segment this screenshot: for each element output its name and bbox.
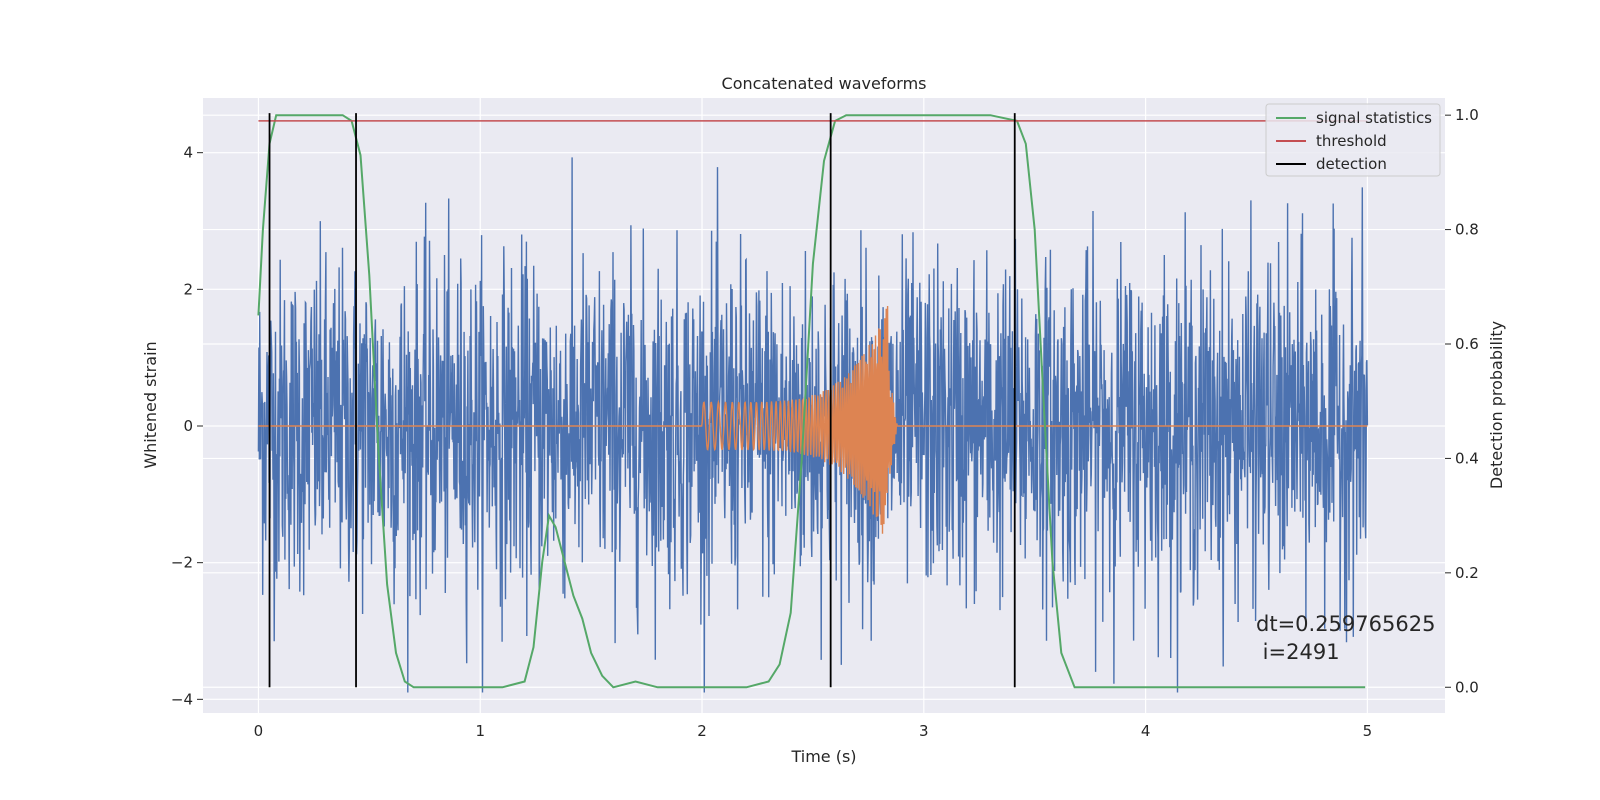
legend: signal statistics threshold detection bbox=[1265, 103, 1441, 177]
right-tick-labels: 0.0 0.2 0.4 0.6 0.8 1.0 bbox=[1445, 106, 1479, 696]
y2-tick-label: 0.4 bbox=[1455, 449, 1479, 467]
y-tick-label: −2 bbox=[171, 554, 193, 572]
plot-area bbox=[257, 113, 1369, 693]
y-tick-label: −4 bbox=[171, 690, 193, 708]
y2-tick-label: 0.8 bbox=[1455, 221, 1479, 239]
y2-tick-label: 0.0 bbox=[1455, 678, 1479, 696]
legend-box bbox=[1265, 103, 1441, 177]
y2-tick-label: 1.0 bbox=[1455, 106, 1479, 124]
x-tick-label: 2 bbox=[697, 722, 707, 740]
legend-label: detection bbox=[1316, 155, 1387, 173]
injection-chirp-series bbox=[258, 305, 1368, 534]
y2-tick-label: 0.6 bbox=[1455, 335, 1479, 353]
chart-title: Concatenated waveforms bbox=[722, 74, 927, 93]
x-tick-label: 0 bbox=[254, 722, 264, 740]
y-tick-label: 0 bbox=[183, 417, 193, 435]
left-tick-labels: −4 −2 0 2 4 bbox=[171, 144, 203, 708]
x-tick-label: 3 bbox=[919, 722, 929, 740]
x-tick-label: 4 bbox=[1141, 722, 1151, 740]
bottom-tick-labels: 0 1 2 3 4 5 bbox=[254, 722, 1372, 740]
x-tick-label: 1 bbox=[475, 722, 485, 740]
x-axis-label: Time (s) bbox=[790, 747, 856, 766]
annotation-dt: dt=0.259765625 bbox=[1256, 612, 1435, 636]
y2-tick-label: 0.2 bbox=[1455, 564, 1479, 582]
legend-label: signal statistics bbox=[1316, 109, 1432, 127]
y-axis-label: Whitened strain bbox=[141, 341, 160, 468]
annotation-i: i=2491 bbox=[1256, 640, 1340, 664]
y2-axis-label: Detection probability bbox=[1487, 321, 1506, 489]
x-tick-label: 5 bbox=[1363, 722, 1373, 740]
legend-label: threshold bbox=[1316, 132, 1387, 150]
signal-statistics-line bbox=[257, 114, 1366, 689]
y-tick-label: 2 bbox=[183, 280, 193, 298]
y-tick-label: 4 bbox=[183, 144, 193, 162]
